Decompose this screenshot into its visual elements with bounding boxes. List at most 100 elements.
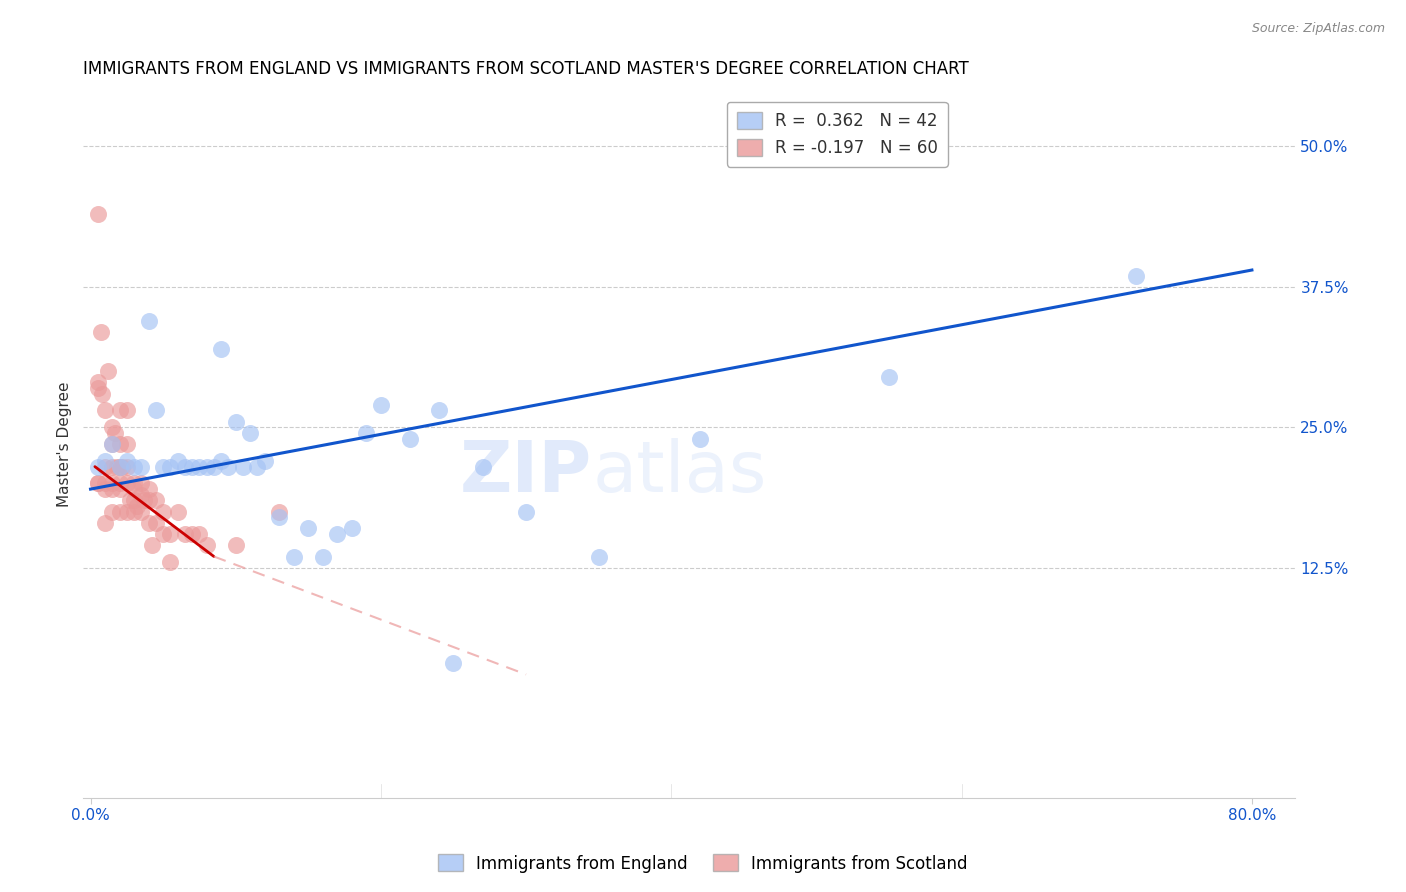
Point (188, 527, 211, 541)
Point (588, 549, 610, 564)
Point (195, 459, 218, 474)
Point (108, 505, 131, 519)
Point (159, 555, 181, 569)
Point (115, 403, 138, 417)
Point (101, 482, 124, 496)
Point (152, 459, 174, 474)
Point (108, 459, 131, 474)
Point (166, 454, 188, 468)
Point (101, 505, 124, 519)
Point (399, 432, 422, 446)
Point (122, 459, 145, 474)
Point (356, 425, 378, 440)
Point (94, 403, 117, 417)
Point (471, 459, 494, 474)
Point (877, 369, 900, 384)
Point (209, 454, 232, 468)
Point (87, 476, 110, 491)
Point (181, 459, 204, 474)
Text: IMMIGRANTS FROM ENGLAND VS IMMIGRANTS FROM SCOTLAND MASTER'S DEGREE CORRELATION : IMMIGRANTS FROM ENGLAND VS IMMIGRANTS FR… (83, 60, 969, 78)
Point (138, 516, 160, 530)
Point (101, 459, 124, 474)
Point (159, 527, 181, 541)
Point (108, 482, 131, 496)
Point (174, 527, 197, 541)
Point (253, 454, 276, 468)
Point (152, 505, 174, 519)
Point (122, 482, 145, 496)
Point (122, 476, 145, 491)
Point (297, 521, 319, 535)
Point (108, 476, 131, 491)
Point (94, 516, 117, 530)
Point (134, 493, 156, 508)
Point (202, 459, 225, 474)
Point (115, 437, 138, 451)
Point (122, 505, 145, 519)
Point (87, 476, 110, 491)
Point (370, 398, 392, 412)
Point (246, 459, 269, 474)
Point (269, 505, 291, 519)
Point (97, 364, 120, 378)
Point (115, 454, 138, 468)
Point (326, 527, 349, 541)
Point (166, 505, 188, 519)
Point (217, 459, 239, 474)
Point (87, 207, 110, 221)
Point (232, 459, 254, 474)
Point (101, 476, 124, 491)
Point (138, 313, 160, 327)
Point (108, 403, 131, 417)
Point (269, 510, 291, 524)
Point (115, 505, 138, 519)
Point (174, 459, 197, 474)
Point (427, 403, 450, 417)
Point (515, 505, 537, 519)
Legend: R =  0.362   N = 42, R = -0.197   N = 60: R = 0.362 N = 42, R = -0.197 N = 60 (727, 103, 948, 167)
Point (87, 381, 110, 395)
Text: ZIP: ZIP (460, 438, 592, 507)
Point (159, 459, 181, 474)
Point (125, 499, 148, 513)
Point (101, 437, 124, 451)
Point (108, 459, 131, 474)
Point (131, 476, 153, 491)
Point (108, 437, 131, 451)
Point (131, 488, 153, 502)
Point (131, 505, 153, 519)
Point (101, 437, 124, 451)
Text: Source: ZipAtlas.com: Source: ZipAtlas.com (1251, 22, 1385, 36)
Point (225, 415, 247, 429)
Point (152, 527, 174, 541)
Point (111, 459, 134, 474)
Point (90, 325, 112, 339)
Point (94, 459, 117, 474)
Point (443, 657, 465, 671)
Point (118, 493, 141, 508)
Point (104, 425, 127, 440)
Point (94, 454, 117, 468)
Point (101, 420, 124, 434)
Point (340, 521, 363, 535)
Point (1125, 268, 1147, 283)
Point (94, 476, 117, 491)
Point (94, 482, 117, 496)
Point (283, 549, 305, 564)
Point (145, 516, 167, 530)
Point (122, 493, 145, 508)
Point (145, 403, 167, 417)
Point (195, 538, 218, 552)
Point (181, 527, 204, 541)
Point (87, 459, 110, 474)
Point (209, 342, 232, 356)
Point (87, 376, 110, 390)
Point (312, 549, 335, 564)
Point (138, 493, 160, 508)
Point (115, 459, 138, 474)
Point (141, 538, 163, 552)
Text: atlas: atlas (592, 438, 766, 507)
Point (188, 459, 211, 474)
Y-axis label: Master's Degree: Master's Degree (58, 382, 72, 507)
Legend: Immigrants from England, Immigrants from Scotland: Immigrants from England, Immigrants from… (432, 847, 974, 880)
